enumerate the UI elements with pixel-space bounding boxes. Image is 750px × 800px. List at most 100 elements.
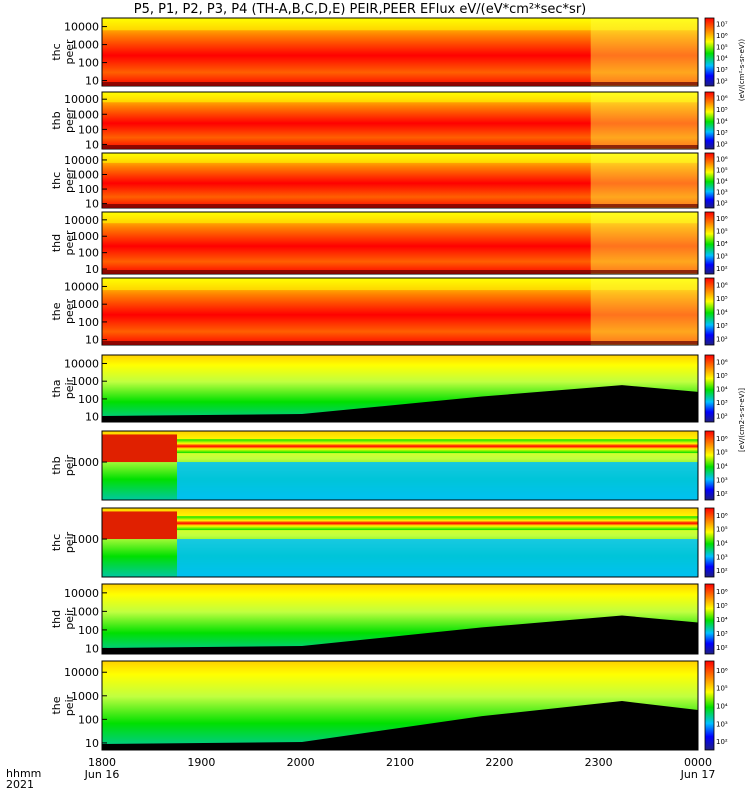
panel-1-high-energy-band	[102, 18, 698, 31]
panel-1-low-edge	[102, 82, 698, 85]
panel-9-ytick-label-10: 10	[85, 642, 99, 655]
panel-1-ylabel-2: peer	[63, 39, 76, 65]
panel-1-colorbar	[704, 17, 715, 87]
panel-1-frame	[101, 17, 699, 87]
panel-9-ytick-label-1000: 1000	[71, 605, 99, 618]
panel-9-colorbar-tick-4: 10⁵	[716, 602, 728, 610]
panel-9-colorbar	[704, 583, 715, 655]
panel-9-ylabel-2: peir	[63, 608, 76, 630]
panel-10-ytick-label-100: 100	[78, 713, 99, 726]
panel-4-low-edge	[102, 270, 698, 273]
panel-8-colorbar-tick-5: 10⁶	[716, 512, 728, 520]
panel-2-ytick-label-1000: 1000	[71, 108, 99, 121]
panel-5-frame	[101, 277, 699, 346]
panel-2-low-edge	[102, 145, 698, 148]
panel-5-colorbar	[704, 277, 715, 346]
panel-5-high-energy-band	[102, 278, 698, 291]
panel-8-ytick-label-1000: 1000	[71, 533, 99, 546]
panel-6-ytick-label-10: 10	[85, 411, 99, 424]
date-label-end: Jun 17	[680, 768, 716, 781]
panel-9-colorbar-tick-1: 10²	[716, 644, 728, 652]
time-tick-label-1900: 1900	[187, 756, 215, 769]
panel-2-ylabel-1: thb	[50, 111, 63, 129]
panel-10-no-data-region	[102, 701, 698, 750]
panel-3-ytick-label-10000: 10000	[64, 154, 99, 167]
time-tick-label-2300: 2300	[585, 756, 613, 769]
panel-7-colorbar-tick-4: 10⁵	[716, 449, 728, 457]
panel-2-high-energy-band	[102, 92, 698, 103]
panel-10-colorbar-tick-4: 10⁵	[716, 685, 728, 693]
panel-7-colorbar-tick-3: 10⁴	[716, 463, 728, 471]
panel-3-colorbar-tick-1: 10²	[716, 200, 728, 208]
panel-7-ytick-label-1000: 1000	[71, 456, 99, 469]
panel-5-colorbar-tick-5: 10⁶	[716, 282, 728, 290]
panel-8-ylabel-1: thc	[50, 534, 63, 551]
panel-3-high-energy-band	[102, 153, 698, 163]
panel-5-colorbar-tick-2: 10³	[716, 322, 728, 330]
panel-4-ylabel-1: thd	[50, 234, 63, 252]
panel-7-colorbar-tick-1: 10²	[716, 490, 728, 498]
panel-5-ylabel-2: peer	[63, 299, 76, 325]
time-axis-row1-label: hhmm	[6, 767, 42, 780]
panel-4-ytick-label-10000: 10000	[64, 214, 99, 227]
panel-4-frame	[101, 211, 699, 275]
panel-10-colorbar-tick-2: 10³	[716, 720, 728, 728]
panel-4-colorbar	[704, 211, 715, 275]
panel-6-colorbar-tick-2: 10³	[716, 399, 728, 407]
panel-5-ytick-label-10: 10	[85, 334, 99, 347]
panel-4-colorbar-tick-5: 10⁶	[716, 215, 728, 223]
time-tick-label-0000: 0000	[684, 756, 712, 769]
panel-3-colorbar-tick-5: 10⁶	[716, 156, 728, 164]
panel-5-colorbar-tick-3: 10⁴	[716, 309, 728, 317]
panel-8-ylabel-2: peir	[63, 531, 76, 553]
panel-6-ytick-label-1000: 1000	[71, 375, 99, 388]
panel-8-early-interval	[102, 511, 177, 540]
panel-8-colorbar-tick-3: 10⁴	[716, 540, 728, 548]
time-axis-row2-label: 2021	[6, 778, 34, 791]
panel-8-low-flux-region	[177, 539, 698, 577]
panel-1-colorbar-tick-4: 10⁵	[716, 43, 728, 51]
panel-3-ytick-label-10: 10	[85, 198, 99, 211]
panel-9-ylabel-1: thd	[50, 610, 63, 628]
panel-8-colorbar-tick-1: 10²	[716, 567, 728, 575]
chart-title: P5, P1, P2, P3, P4 (TH-A,B,C,D,E) PEIR,P…	[133, 2, 587, 17]
panel-7-ylabel-1: thb	[50, 456, 63, 474]
panel-1-colorbar-tick-5: 10⁶	[716, 32, 728, 40]
time-tick-label-1800: 1800	[88, 756, 116, 769]
panel-6-ylabel-1: tha	[50, 379, 63, 397]
time-tick-label-2200: 2200	[485, 756, 513, 769]
panel-1-ytick-label-1000: 1000	[71, 39, 99, 52]
panel-7-colorbar-tick-5: 10⁶	[716, 435, 728, 443]
panel-2-frame	[101, 91, 699, 150]
panel-5-ytick-label-100: 100	[78, 316, 99, 329]
panel-9-no-data-region	[102, 615, 698, 654]
panel-1-late-interval	[590, 18, 698, 86]
panel-6-colorbar-tick-4: 10⁵	[716, 372, 728, 380]
panel-9-colorbar-tick-5: 10⁶	[716, 588, 728, 596]
panel-8-colorbar	[704, 507, 715, 578]
panel-2-ylabel-2: peer	[63, 108, 76, 134]
panel-6-colorbar-tick-3: 10⁴	[716, 386, 728, 394]
panel-5-low-edge	[102, 341, 698, 344]
panel-7-early-interval	[102, 434, 177, 463]
panel-5-ytick-label-1000: 1000	[71, 298, 99, 311]
panel-9-frame	[101, 583, 699, 655]
panel-7-ylabel-2: peir	[63, 454, 76, 476]
panel-7-colorbar-tick-2: 10³	[716, 476, 728, 484]
panel-3-ytick-label-100: 100	[78, 183, 99, 196]
panel-6-ytick-label-10000: 10000	[64, 357, 99, 370]
panel-10-colorbar-tick-3: 10⁴	[716, 703, 728, 711]
panel-3-ytick-label-1000: 1000	[71, 169, 99, 182]
panel-4-late-interval	[590, 212, 698, 274]
panel-7-colorbar	[704, 430, 715, 501]
colorbar-unit-label-top: (eV/(cm²-s-sr-eV))	[738, 39, 746, 102]
panel-3-ylabel-2: peer	[63, 168, 76, 194]
panel-3-low-edge	[102, 204, 698, 207]
panel-10-ylabel-1: the	[50, 696, 63, 714]
time-tick-label-2000: 2000	[287, 756, 315, 769]
panel-3-colorbar-tick-2: 10³	[716, 189, 728, 197]
panel-4-high-energy-band	[102, 212, 698, 224]
panel-4-colorbar-tick-1: 10²	[716, 265, 728, 273]
panel-3-late-interval	[590, 153, 698, 208]
